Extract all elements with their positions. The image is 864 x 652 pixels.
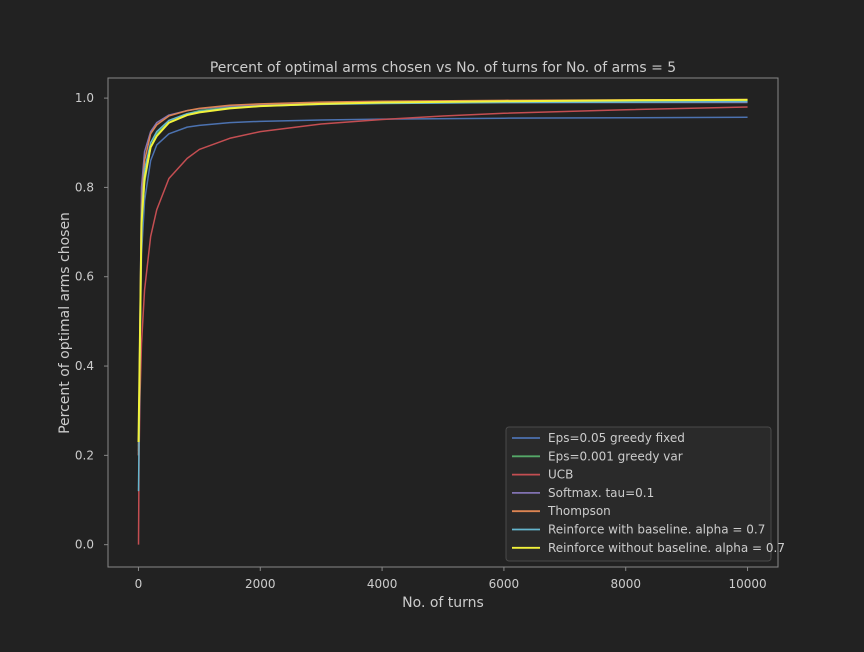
y-tick-label: 0.8 [75, 180, 94, 194]
x-tick-label: 8000 [610, 577, 641, 591]
x-axis-label: No. of turns [402, 595, 484, 611]
y-tick-label: 0.4 [75, 359, 94, 373]
legend-label: Eps=0.001 greedy var [548, 449, 683, 463]
x-axis-ticks: 0 2000 4000 6000 8000 10000 [135, 567, 767, 591]
x-tick-label: 2000 [245, 577, 276, 591]
x-tick-label: 0 [135, 577, 143, 591]
series-layer [137, 98, 748, 545]
y-axis-label: Percent of optimal arms chosen [57, 212, 73, 434]
series-line [137, 116, 748, 447]
series-line [137, 98, 748, 456]
legend-box [505, 426, 772, 562]
y-tick-label: 1.0 [75, 91, 94, 105]
y-tick-label: 0.2 [75, 448, 94, 462]
legend-label: Thompson [547, 504, 611, 518]
legend: Eps=0.05 greedy fixed Eps=0.001 greedy va… [505, 426, 785, 562]
axes-frame [107, 77, 779, 568]
legend-items: Eps=0.05 greedy fixed Eps=0.001 greedy va… [512, 431, 785, 555]
legend-label: Reinforce with baseline. alpha = 0.7 [548, 523, 765, 537]
chart-title: Percent of optimal arms chosen vs No. of… [210, 60, 676, 76]
y-tick-label: 0.0 [75, 538, 94, 552]
legend-label: Eps=0.05 greedy fixed [548, 431, 685, 445]
x-tick-label: 4000 [367, 577, 398, 591]
y-tick-label: 0.6 [75, 270, 94, 284]
series-line [137, 98, 748, 442]
x-tick-label: 10000 [728, 577, 766, 591]
x-tick-label: 6000 [489, 577, 520, 591]
legend-label: Softmax. tau=0.1 [548, 486, 654, 500]
legend-label: UCB [548, 468, 573, 482]
y-axis-ticks: 0.0 0.2 0.4 0.6 0.8 1.0 [75, 91, 108, 552]
legend-label: Reinforce without baseline. alpha = 0.7 [548, 541, 785, 555]
series-line [137, 106, 748, 545]
